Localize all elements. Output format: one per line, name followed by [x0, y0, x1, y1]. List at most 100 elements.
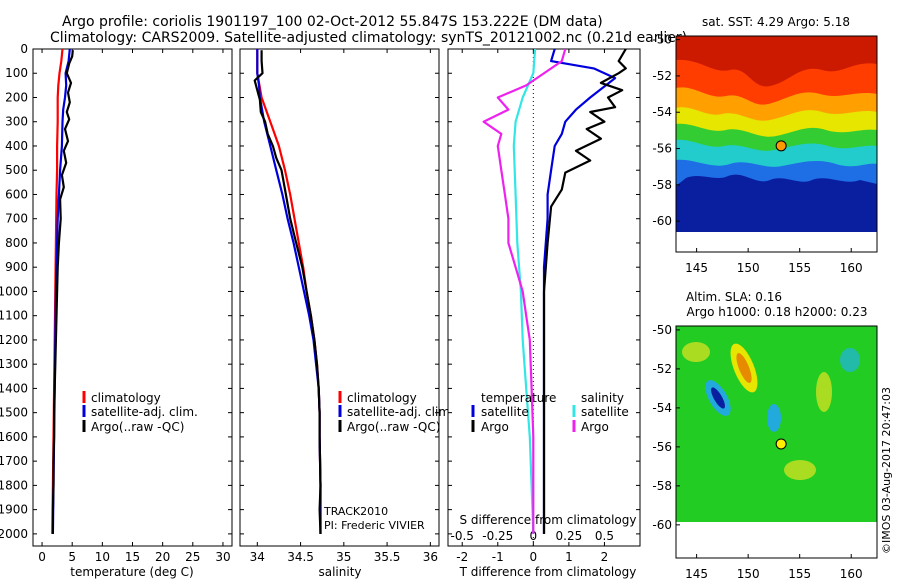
x-tick-label: 0: [38, 550, 46, 564]
sst-field: [676, 36, 877, 232]
x-tick-label: -2: [456, 550, 468, 564]
lat-tick-label: -56: [652, 142, 672, 156]
temperature-series: [51, 49, 74, 534]
sla-map-title: Altim. SLA: 0.16: [686, 290, 782, 304]
series-temperature-argo: [542, 49, 627, 534]
depth-tick-label: 1200: [0, 333, 28, 347]
x-tick-label: -1: [492, 550, 504, 564]
temperature-axis-ticks: 0 5 10 15 20 25 30: [38, 49, 231, 564]
sst-deep-blue-patches: [676, 174, 877, 232]
x-tick-label: 20: [155, 550, 170, 564]
lon-tick-label: 155: [788, 261, 811, 275]
difference-depth-ticks: [448, 48, 640, 535]
lat-tick-label: -60: [652, 214, 672, 228]
salinity-series: [253, 49, 322, 534]
t-difference-axis-ticks: -2 -1 0 1 2: [456, 49, 608, 564]
sla-high-anomaly-4: [784, 460, 816, 480]
legend-label-climatology: climatology: [347, 391, 417, 405]
imos-watermark: ©IMOS 03-Aug-2017 20:47:03: [880, 387, 893, 554]
legend-label-argo: Argo(..raw -QC): [91, 420, 184, 434]
legend-label-t-argo: Argo: [481, 420, 509, 434]
depth-tick-label: 700: [5, 212, 28, 226]
lon-tick-label: 150: [737, 567, 760, 580]
s-diff-tick-label: -0.5: [451, 529, 474, 543]
depth-tick-label: 1100: [0, 309, 28, 323]
legend-label-s-argo: Argo: [581, 420, 609, 434]
depth-tick-label: 1800: [0, 478, 28, 492]
lon-tick-label: 150: [737, 261, 760, 275]
depth-tick-label: 300: [5, 115, 28, 129]
lat-tick-label: -58: [652, 178, 672, 192]
depth-tick-label: 500: [5, 163, 28, 177]
lon-tick-label: 155: [788, 567, 811, 580]
figure-title-line2: Climatology: CARS2009. Satellite-adjuste…: [50, 30, 687, 46]
difference-panel: -2 -1 0 1 2 -0.5 -0.25 0 0.25 0.5 S difference f…: [447, 48, 641, 579]
depth-tick-label: 2000: [0, 527, 28, 541]
x-tick-label: 34: [250, 550, 265, 564]
lat-tick-label: -50: [652, 33, 672, 47]
lat-tick-label: -60: [652, 518, 672, 532]
figure-title-line1: Argo profile: coriolis 1901197_100 02-Oc…: [62, 14, 603, 30]
s-diff-tick-label: 0.25: [556, 529, 583, 543]
sla-high-anomaly-3: [682, 342, 710, 362]
x-tick-label: 30: [215, 550, 230, 564]
x-tick-label: 2: [601, 550, 609, 564]
x-tick-label: 0: [530, 550, 538, 564]
x-tick-label: 15: [125, 550, 140, 564]
lon-tick-label: 160: [840, 261, 863, 275]
series-salinity-satellite: [512, 49, 537, 534]
sla-no-data: [676, 522, 877, 558]
sla-map-subtitle: Argo h1000: 0.18 h2000: 0.23: [687, 305, 868, 319]
legend-label-argo: Argo(..raw -QC): [347, 420, 440, 434]
x-tick-label: 34.5: [287, 550, 314, 564]
depth-tick-label: 1500: [0, 406, 28, 420]
depth-axis-ticks: 0 100 200 300 400 500 600 700 800 900 1000 1100 1200…: [0, 42, 232, 541]
sst-lon-ticks: 145 150 155 160: [685, 248, 863, 275]
depth-tick-label: 1300: [0, 357, 28, 371]
salinity-depth-ticks: [240, 48, 439, 535]
sla-lat-ticks: -50 -52 -54 -56 -58 -60: [652, 323, 680, 532]
t-difference-axis-label: T difference from climatology: [459, 565, 637, 579]
depth-tick-label: 400: [5, 139, 28, 153]
lon-tick-label: 145: [685, 261, 708, 275]
lon-tick-label: 160: [840, 567, 863, 580]
depth-tick-label: 1900: [0, 503, 28, 517]
sla-field: [676, 326, 877, 558]
depth-tick-label: 600: [5, 187, 28, 201]
legend-title-temperature: temperature: [481, 391, 556, 405]
series-salinity-argo: [482, 49, 567, 534]
series-argo-raw-qc-: [51, 50, 74, 534]
lat-tick-label: -50: [652, 323, 672, 337]
legend-label-satellite: satellite-adj. clim.: [91, 405, 198, 419]
sla-map-frame: [675, 325, 878, 559]
lon-tick-label: 145: [685, 567, 708, 580]
x-tick-label: 1: [565, 550, 573, 564]
s-difference-axis-ticks: -0.5 -0.25 0 0.25 0.5: [451, 529, 614, 543]
pi-annotation: PI: Frederic VIVIER: [324, 519, 425, 532]
x-tick-label: 25: [185, 550, 200, 564]
temperature-legend: climatology satellite-adj. clim. Argo(..…: [82, 391, 198, 434]
s-diff-tick-label: -0.25: [482, 529, 513, 543]
legend-label-s-satellite: satellite: [581, 405, 629, 419]
depth-tick-label: 1400: [0, 381, 28, 395]
s-diff-tick-label: 0.5: [595, 529, 614, 543]
x-tick-label: 36: [423, 550, 438, 564]
legend-title-salinity: salinity: [581, 391, 624, 405]
sla-low-core: [711, 387, 725, 409]
sla-lon-ticks: 145 150 155 160: [685, 554, 863, 580]
lat-tick-label: -58: [652, 479, 672, 493]
sst-map-frame: [675, 35, 878, 253]
depth-tick-label: 900: [5, 260, 28, 274]
sst-lat-ticks: -50 -52 -54 -56 -58 -60: [652, 33, 680, 228]
sst-map-panel: sat. SST: 4.29 Argo: 5.18 145 150 155 160 -…: [652, 15, 878, 275]
track-annotation: TRACK2010: [323, 505, 388, 518]
legend-label-satellite: satellite-adj. clim.: [347, 405, 454, 419]
salinity-panel: 34 34.5 35 35.5 36 salinity climatology sate…: [239, 48, 454, 579]
x-tick-label: 35.5: [374, 550, 401, 564]
sla-low-anomaly-2: [767, 404, 781, 432]
x-tick-label: 10: [95, 550, 110, 564]
depth-tick-label: 200: [5, 90, 28, 104]
s-difference-axis-label: S difference from climatology: [460, 513, 637, 527]
argo-float-marker: [775, 140, 787, 152]
